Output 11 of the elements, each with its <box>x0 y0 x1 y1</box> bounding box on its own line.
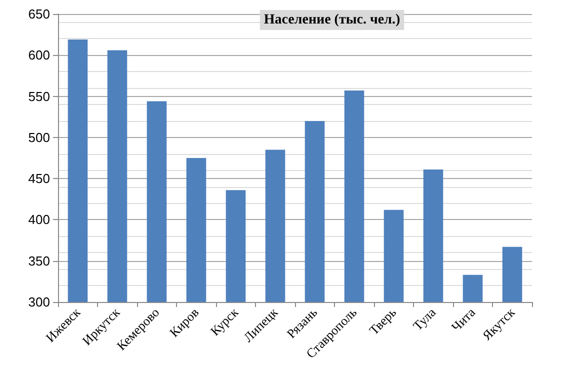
chart-title: Население (тыс. чел.) <box>264 12 400 28</box>
y-tick-label: 400 <box>28 212 50 228</box>
y-tick-label: 500 <box>28 130 50 145</box>
y-tick-label: 450 <box>28 171 50 186</box>
y-tick-label: 300 <box>28 294 50 310</box>
x-tick-label: Тула <box>410 304 439 334</box>
y-tick-label: 600 <box>28 48 50 63</box>
y-tick-label: 550 <box>28 88 50 104</box>
y-tick-label: 350 <box>28 253 50 268</box>
y-tick-label: 650 <box>28 6 50 22</box>
x-tick-label: Чита <box>448 304 478 334</box>
